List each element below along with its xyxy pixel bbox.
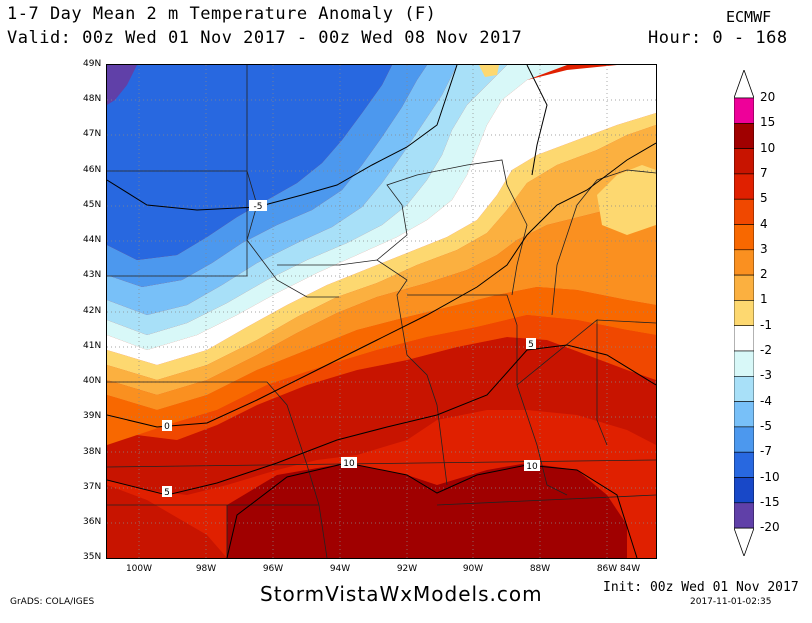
lat-label: 37N xyxy=(83,482,102,492)
lat-label: 49N xyxy=(83,59,102,69)
colorbar-cell xyxy=(734,148,754,175)
colorbar-label: -5 xyxy=(760,418,772,433)
colorbar-label: -15 xyxy=(760,494,780,509)
lon-label: 86W xyxy=(596,564,618,574)
colorbar-cell xyxy=(734,401,754,428)
colorbar-cell xyxy=(734,300,754,326)
lat-label: 44N xyxy=(83,235,102,245)
colorbar-cell xyxy=(734,198,754,225)
colorbar-cell xyxy=(734,426,754,453)
contour-label: 5 xyxy=(528,340,534,350)
lon-label: 88W xyxy=(529,564,551,574)
colorbar-label: -7 xyxy=(760,444,772,459)
lon-label: 98W xyxy=(195,564,217,574)
contour-label: 0 xyxy=(164,422,170,432)
generated-timestamp: 2017-11-01-02:35 xyxy=(690,597,772,607)
colorbar-label: 15 xyxy=(760,115,776,130)
lon-label: 96W xyxy=(262,564,284,574)
contour-label: 10 xyxy=(526,462,538,472)
lon-label: 84W xyxy=(619,564,641,574)
colorbar-cell xyxy=(734,325,754,352)
colorbar-label: 3 xyxy=(760,241,768,256)
lat-label: 38N xyxy=(83,447,102,457)
colorbar-label: 4 xyxy=(760,216,768,231)
lat-label: 39N xyxy=(83,411,102,421)
colorbar-top-arrow xyxy=(734,70,754,99)
colorbar-cell xyxy=(734,97,754,124)
lat-label: 40N xyxy=(83,376,102,386)
colorbar-label: -1 xyxy=(760,317,772,332)
colorbar-label: 1 xyxy=(760,292,768,307)
contour-label: 10 xyxy=(343,459,355,469)
colorbar-cell xyxy=(734,274,754,301)
model-name: ECMWF xyxy=(726,8,772,26)
lon-label: 94W xyxy=(329,564,351,574)
contour-label-group: -5 0 5 5 10 10 xyxy=(162,200,540,498)
contour-label: 5 xyxy=(164,488,170,498)
lon-label: 90W xyxy=(462,564,484,574)
colorbar-label: -4 xyxy=(760,393,772,408)
lat-label: 35N xyxy=(83,552,102,562)
contour-label: -5 xyxy=(254,202,263,212)
temperature-anomaly-map: -5 0 5 5 10 10 xyxy=(106,64,657,559)
valid-period: Valid: 00z Wed 01 Nov 2017 - 00z Wed 08 … xyxy=(7,28,523,48)
grads-credit: GrADS: COLA/IGES xyxy=(10,597,95,607)
colorbar-label: -2 xyxy=(760,343,772,357)
colorbar-cell xyxy=(734,502,754,529)
colorbar-label: 10 xyxy=(760,140,776,155)
colorbar-label: -10 xyxy=(760,469,780,484)
colorbar-cell xyxy=(734,122,754,149)
lat-label: 45N xyxy=(83,200,102,210)
colorbar-cell xyxy=(734,350,754,377)
lon-label: 92W xyxy=(396,564,418,574)
lon-label: 100W xyxy=(125,564,153,574)
colorbar xyxy=(734,70,754,556)
colorbar-cell xyxy=(734,451,754,478)
colorbar-label: 7 xyxy=(760,165,768,180)
colorbar-bottom-arrow xyxy=(734,527,754,556)
lat-label: 36N xyxy=(83,517,102,527)
map-title: 1-7 Day Mean 2 m Temperature Anomaly (F) xyxy=(7,4,437,24)
forecast-hour-range: Hour: 0 - 168 xyxy=(648,28,788,48)
lat-label: 42N xyxy=(83,306,102,316)
colorbar-cell xyxy=(734,477,754,504)
lat-label: 43N xyxy=(83,270,102,280)
init-time: Init: 00z Wed 01 Nov 2017 xyxy=(603,580,799,595)
lat-label: 46N xyxy=(83,165,102,175)
colorbar-cell xyxy=(734,173,754,200)
lat-label: 48N xyxy=(83,94,102,104)
colorbar-cell xyxy=(734,375,754,402)
state-boundaries xyxy=(107,65,656,558)
colorbar-label: -20 xyxy=(760,520,780,535)
anomaly-contours xyxy=(107,65,656,558)
lat-label: 41N xyxy=(83,341,102,351)
colorbar-cell xyxy=(734,249,754,276)
colorbar-label: 2 xyxy=(760,267,768,282)
lat-label: 47N xyxy=(83,129,102,139)
colorbar-cell xyxy=(734,224,754,251)
website-watermark: StormVistaWxModels.com xyxy=(260,582,543,606)
colorbar-label: 5 xyxy=(760,191,768,206)
colorbar-label: -3 xyxy=(760,368,772,383)
colorbar-label: 20 xyxy=(760,90,776,104)
